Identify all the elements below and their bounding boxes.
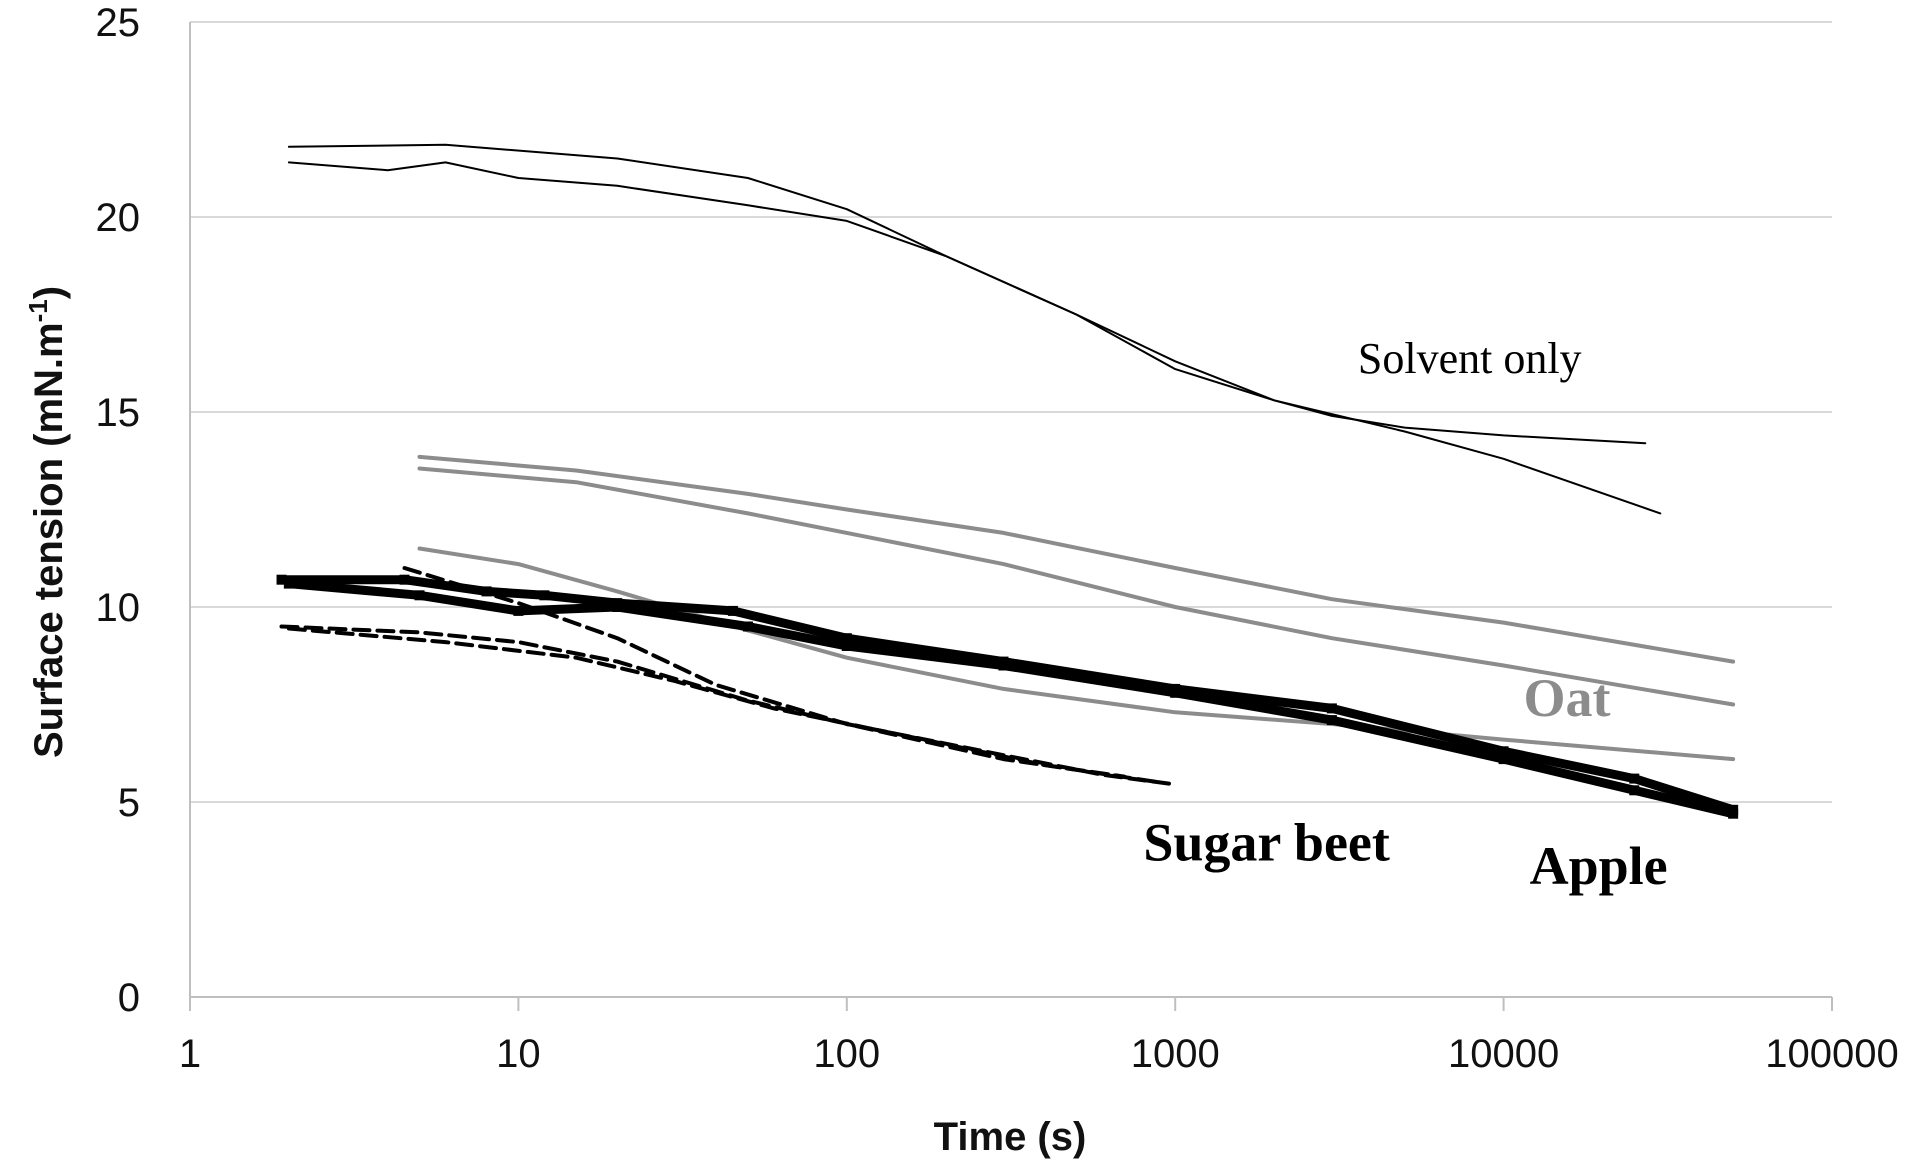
data-point-apple (1326, 715, 1337, 726)
data-point-apple (513, 605, 524, 616)
series-label-solvent-only: Solvent only (1358, 334, 1582, 383)
x-tick-label: 100 (813, 1032, 880, 1076)
x-tick-labels: 1 10 100 1000 10000 100000 (179, 1032, 1899, 1076)
series-annotations: Solvent only Oat Sugar beet Apple (1143, 334, 1667, 896)
series-line-oat-3 (417, 466, 1736, 707)
y-tick-label: 25 (96, 1, 141, 45)
data-point-apple (414, 590, 425, 601)
data-point-apple (841, 633, 852, 644)
y-tick-label: 20 (96, 196, 141, 240)
series-line-solvent-only-1 (287, 161, 1662, 515)
y-tick-label: 15 (96, 391, 141, 435)
data-point-apple (1170, 687, 1181, 698)
y-tick-labels: 0 5 10 15 20 25 (96, 1, 141, 1020)
y-axis-title-main: Surface tension (mN.m (27, 322, 71, 758)
series-label-apple: Apple (1530, 836, 1668, 896)
data-point-apple (1728, 808, 1739, 819)
x-tick-label: 10000 (1448, 1032, 1559, 1076)
series-label-sugar-beet: Sugar beet (1143, 813, 1390, 873)
x-tick-label: 10 (496, 1032, 541, 1076)
y-tick-label: 5 (118, 781, 140, 825)
y-axis-title-close: ) (27, 286, 71, 299)
data-point-apple (998, 660, 1009, 671)
axes (189, 22, 1833, 1011)
data-point-apple (1629, 785, 1640, 796)
series-label-oat: Oat (1524, 668, 1611, 728)
series-line-sugar-beet-9 (286, 626, 1163, 785)
series-line-apple-5 (277, 575, 1738, 815)
data-point-apple (1498, 746, 1509, 757)
y-axis-title: Surface tension (mN.m-1) (23, 286, 71, 758)
series-line-apple-6 (284, 579, 1738, 819)
series-line-sugar-beet-7 (279, 624, 1178, 787)
x-tick-label: 100000 (1765, 1032, 1898, 1076)
data-point-apple (1629, 773, 1640, 784)
data-point-apple (1498, 754, 1509, 765)
data-point-apple (276, 574, 287, 585)
x-axis-title: Time (s) (934, 1115, 1087, 1159)
series-line-oat-2 (417, 454, 1736, 664)
y-tick-label: 10 (96, 586, 141, 630)
x-tick-label: 1000 (1131, 1032, 1220, 1076)
series-line-sugar-beet-8 (402, 566, 1127, 779)
data-point-apple (283, 578, 294, 589)
data-point-apple (1326, 703, 1337, 714)
gridlines (190, 21, 1832, 803)
data-point-apple (742, 621, 753, 632)
series-line-solvent-only-0 (287, 143, 1647, 445)
series-layer (276, 143, 1739, 819)
data-point-apple (539, 590, 550, 601)
y-tick-label: 0 (118, 976, 140, 1020)
data-point-apple (841, 641, 852, 651)
y-axis-title-sup: -1 (23, 299, 53, 322)
data-point-apple (727, 605, 738, 616)
x-tick-label: 1 (179, 1032, 201, 1076)
data-point-apple (399, 574, 410, 585)
data-point-apple (612, 602, 623, 612)
